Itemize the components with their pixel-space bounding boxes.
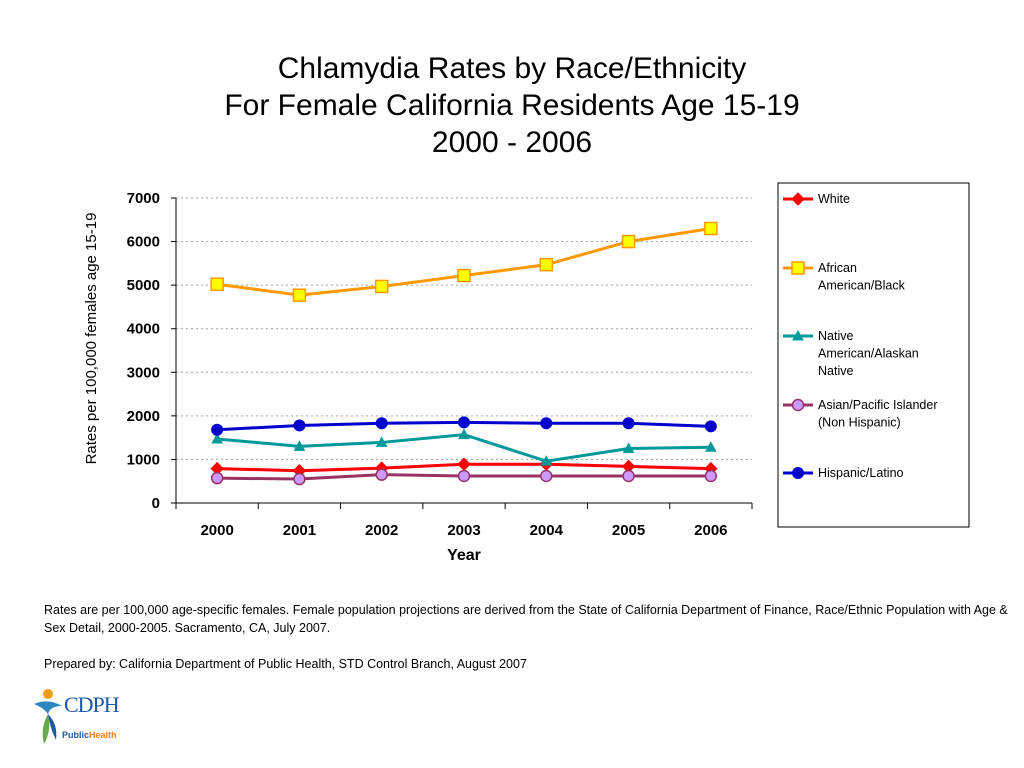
y-tick-label-6000: 6000 <box>127 234 160 251</box>
data-point-s2-2003 <box>458 428 470 440</box>
y-tick-label-1000: 1000 <box>127 451 160 468</box>
data-point-s1-2004 <box>539 257 554 272</box>
legend-swatch-marker-4 <box>792 467 804 479</box>
data-point-s3-2005 <box>622 469 635 483</box>
footnote-source: Rates are per 100,000 age-specific femal… <box>44 603 1008 635</box>
legend-label-3-0: Asian/Pacific Islander <box>818 398 938 412</box>
legend-label-0-0: White <box>818 192 850 206</box>
data-point-s2-2001 <box>293 440 306 451</box>
logo-sub-prefix: Public <box>62 730 90 740</box>
title-line-1: Chlamydia Rates by Race/Ethnicity <box>277 52 747 85</box>
legend-swatch-marker-1 <box>791 261 805 275</box>
legend-label-4-0: Hispanic/Latino <box>818 466 904 480</box>
legend-swatch-marker-0 <box>791 192 805 206</box>
cdph-logo: CDPH PublicHealth <box>28 684 120 754</box>
data-point-s1-2006 <box>704 221 718 236</box>
y-tick-label-0: 0 <box>152 495 160 512</box>
x-tick-label-2005: 2005 <box>612 522 645 539</box>
legend-swatch-marker-3 <box>791 398 805 412</box>
data-point-s4-2001 <box>293 419 306 432</box>
data-point-s4-2005 <box>622 417 635 430</box>
logo-sub-suffix: Health <box>89 730 117 740</box>
footnote-prepared-by: Prepared by: California Department of Pu… <box>44 657 527 671</box>
y-tick-label-5000: 5000 <box>127 277 160 294</box>
legend-label-1-1: American/Black <box>818 279 906 293</box>
data-point-s1-2002 <box>374 279 389 294</box>
y-axis-title: Rates per 100,000 females age 15-19 <box>83 213 100 465</box>
data-point-s1-2000 <box>210 277 224 292</box>
data-point-s2-2004 <box>540 455 553 466</box>
legend-label-3-1: (Non Hispanic) <box>818 416 901 430</box>
data-point-s3-2006 <box>704 469 718 483</box>
legend-label-2-0: Native <box>818 329 853 343</box>
title-line-3: 2000 - 2006 <box>431 126 593 159</box>
footnotes: Rates are per 100,000 age-specific femal… <box>44 601 1014 673</box>
cdph-figure-icon <box>34 689 62 744</box>
x-tick-label-2003: 2003 <box>447 522 480 539</box>
data-point-s3-2003 <box>457 469 471 483</box>
data-point-s4-2006 <box>704 420 717 433</box>
data-point-s2-2000 <box>211 432 223 444</box>
data-point-s1-2005 <box>621 234 636 249</box>
data-point-s4-2000 <box>211 423 224 436</box>
y-tick-label-3000: 3000 <box>127 364 160 381</box>
x-axis-title: Year <box>447 547 481 564</box>
y-tick-label-2000: 2000 <box>127 408 160 425</box>
chart-title: Chlamydia Rates by Race/Ethnicity For Fe… <box>0 50 1024 161</box>
x-tick-label-2000: 2000 <box>200 522 233 539</box>
data-point-s3-2000 <box>210 471 224 485</box>
y-tick-label-7000: 7000 <box>127 190 160 207</box>
data-point-s4-2002 <box>375 417 388 430</box>
data-point-s1-2003 <box>457 268 471 283</box>
data-point-s3-2002 <box>375 468 388 481</box>
data-point-s3-2004 <box>540 469 553 483</box>
x-tick-label-2004: 2004 <box>530 522 564 539</box>
logo-wordmark: CDPH <box>64 692 120 717</box>
data-point-s2-2006 <box>705 441 717 452</box>
x-tick-label-2002: 2002 <box>365 522 398 539</box>
x-tick-label-2001: 2001 <box>283 522 316 539</box>
x-tick-label-2006: 2006 <box>694 522 727 539</box>
title-line-2: For Female California Residents Age 15-1… <box>224 89 800 122</box>
legend-label-2-1: American/Alaskan <box>818 347 919 361</box>
data-point-s2-2002 <box>375 436 388 447</box>
data-point-s2-2005 <box>622 442 635 454</box>
data-point-s0-2003 <box>457 457 471 471</box>
legend-label-2-2: Native <box>818 364 853 378</box>
data-point-s3-2001 <box>293 472 306 486</box>
legend-box <box>777 182 970 528</box>
legend-label-1-0: African <box>818 261 857 275</box>
data-point-s4-2004 <box>540 417 553 430</box>
legend-swatch-marker-2 <box>792 329 804 341</box>
logo-subtitle: PublicHealth <box>62 730 117 740</box>
data-point-s1-2001 <box>292 288 307 302</box>
data-point-s4-2003 <box>458 416 470 429</box>
y-tick-label-4000: 4000 <box>127 321 160 338</box>
